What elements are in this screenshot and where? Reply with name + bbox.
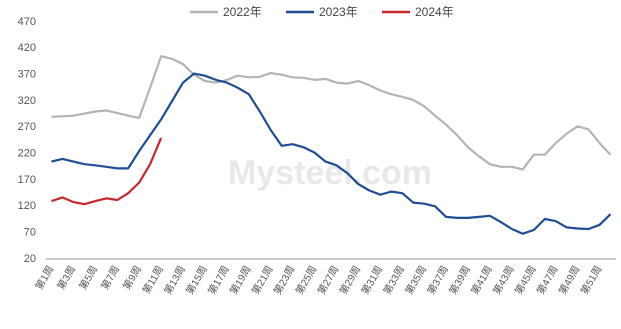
x-tick-label: 第1周 <box>32 263 56 292</box>
y-tick-label: 320 <box>18 95 36 107</box>
line-series <box>51 55 612 171</box>
y-tick-label: 470 <box>18 16 36 28</box>
legend-label: 2023年 <box>319 5 358 19</box>
y-tick-label: 270 <box>18 121 36 133</box>
legend-label: 2022年 <box>223 5 262 19</box>
y-tick-label: 220 <box>18 148 36 160</box>
line-series <box>51 137 163 206</box>
y-tick-label: 20 <box>24 253 36 265</box>
legend-label: 2024年 <box>415 5 454 19</box>
x-tick-label: 第5周 <box>76 263 100 292</box>
x-tick-label: 第3周 <box>54 263 78 292</box>
x-tick-label: 第51周 <box>578 263 605 296</box>
x-tick-label: 第7周 <box>98 263 122 292</box>
line-series <box>51 72 612 235</box>
y-tick-label: 120 <box>18 200 36 212</box>
y-tick-label: 370 <box>18 69 36 81</box>
y-tick-label: 170 <box>18 174 36 186</box>
x-tick-label: 第9周 <box>120 263 144 292</box>
y-tick-label: 70 <box>24 227 36 239</box>
watermark: Mysteel.com <box>228 154 432 192</box>
y-tick-label: 420 <box>18 42 36 54</box>
